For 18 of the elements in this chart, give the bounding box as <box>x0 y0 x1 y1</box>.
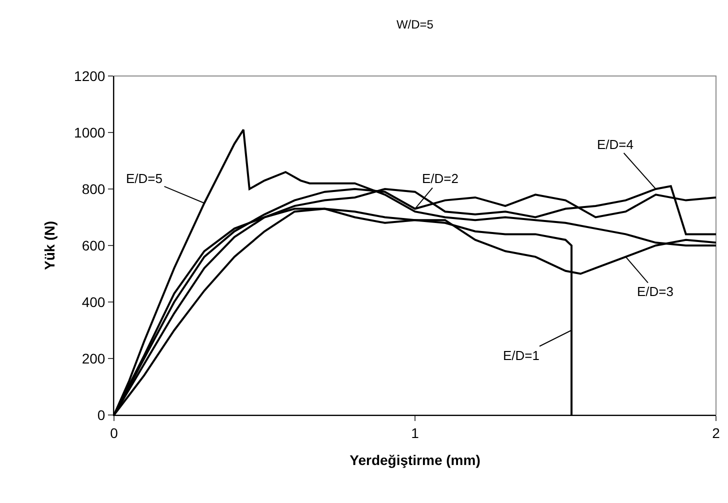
y-tick-label: 1200 <box>74 68 106 84</box>
annotation: E/D=5 <box>126 171 162 186</box>
chart-title: W/D=5 <box>396 18 434 32</box>
annotation: E/D=4 <box>597 137 634 152</box>
y-tick-label: 800 <box>82 180 106 197</box>
x-tick-label: 1 <box>411 424 420 441</box>
y-tick-label: 1000 <box>74 124 106 140</box>
y-axis-title: Yük (N) <box>42 221 58 270</box>
y-tick-label: 600 <box>82 237 106 254</box>
x-axis-title: Yerdeğiştirme (mm) <box>350 452 480 468</box>
annotation: E/D=3 <box>637 284 674 299</box>
y-tick-label: 400 <box>82 294 106 310</box>
y-tick-label: 200 <box>82 350 106 366</box>
y-tick-label: 0 <box>97 406 106 423</box>
annotation: E/D=2 <box>422 171 458 186</box>
annotation: E/D=1 <box>503 348 540 363</box>
x-tick-label: 0 <box>110 424 118 441</box>
x-tick-label: 2 <box>712 424 720 441</box>
